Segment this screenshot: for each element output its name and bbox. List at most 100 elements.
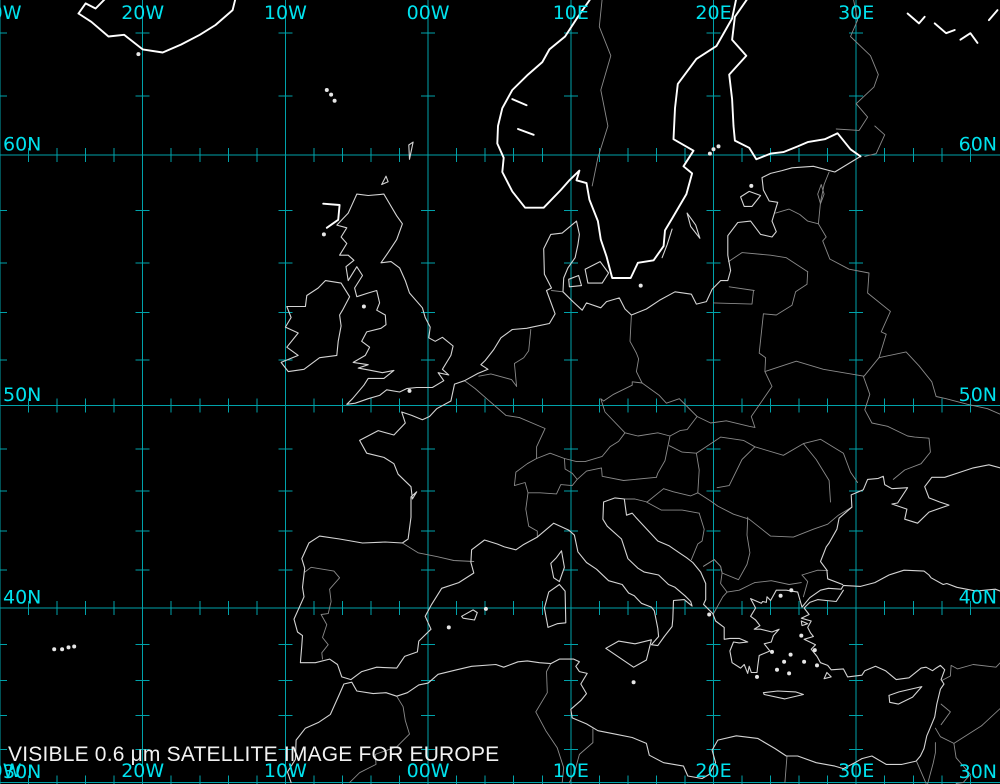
island-dot bbox=[66, 645, 71, 650]
country-border bbox=[551, 290, 564, 293]
country-border bbox=[802, 443, 831, 503]
country-border bbox=[784, 755, 788, 784]
country-border bbox=[600, 381, 698, 437]
country-border bbox=[764, 357, 880, 377]
country-border bbox=[953, 742, 971, 784]
country-border bbox=[820, 438, 859, 483]
country-border bbox=[716, 446, 756, 489]
lat-label-left-40N: 40N bbox=[3, 587, 41, 609]
island-dot bbox=[638, 283, 643, 288]
island-dot bbox=[332, 98, 337, 103]
island-dot bbox=[707, 612, 712, 617]
country-border bbox=[703, 559, 728, 615]
country-border bbox=[916, 761, 927, 784]
coastline-bright bbox=[987, 9, 999, 22]
coastline bbox=[286, 607, 946, 784]
country-border bbox=[835, 0, 879, 131]
country-border bbox=[576, 467, 657, 481]
lon-label-top-20E: 20E bbox=[695, 2, 731, 24]
coastline bbox=[803, 589, 844, 609]
country-border bbox=[663, 488, 699, 497]
country-border bbox=[696, 416, 756, 428]
country-border bbox=[525, 492, 538, 538]
coastline-bright bbox=[322, 202, 341, 229]
island-dot bbox=[483, 606, 488, 611]
country-border bbox=[591, 0, 612, 187]
country-border bbox=[568, 728, 594, 784]
country-border bbox=[981, 708, 1000, 727]
country-border bbox=[934, 725, 983, 744]
island-dot bbox=[324, 88, 329, 92]
island-dot bbox=[716, 144, 721, 149]
coastline bbox=[280, 280, 351, 373]
coastline bbox=[550, 550, 565, 583]
lon-label-bottom-30E: 30E bbox=[838, 760, 874, 782]
country-border bbox=[690, 512, 705, 561]
country-border bbox=[817, 171, 830, 225]
lon-label-bottom-10W: 10W bbox=[264, 760, 307, 782]
country-border bbox=[645, 501, 700, 514]
graticule-ticks bbox=[0, 32, 971, 784]
country-border bbox=[513, 329, 532, 387]
island-dot bbox=[782, 659, 787, 664]
coastline-bright bbox=[933, 22, 956, 35]
coastline-bright bbox=[517, 128, 535, 136]
country-border bbox=[728, 252, 809, 273]
island-dot bbox=[789, 588, 794, 593]
island-dot bbox=[787, 671, 792, 676]
island-dot bbox=[755, 674, 759, 679]
island-dot bbox=[60, 647, 65, 652]
island-dot bbox=[707, 151, 712, 156]
coastline-bright bbox=[906, 12, 926, 25]
island-dot bbox=[778, 593, 783, 598]
island-dot bbox=[770, 649, 774, 654]
lon-label-top-00W: 00W bbox=[407, 2, 450, 24]
coastline bbox=[605, 639, 652, 668]
island-dot bbox=[321, 232, 326, 237]
coastline-bright bbox=[496, 0, 737, 279]
country-border bbox=[941, 662, 1000, 681]
country-border bbox=[726, 582, 756, 593]
coastline bbox=[381, 175, 389, 186]
island-dot bbox=[812, 648, 817, 653]
island-dot bbox=[407, 388, 412, 393]
country-border bbox=[817, 184, 825, 205]
lat-label-left-50N: 50N bbox=[3, 384, 41, 406]
lat-label-right-60N: 60N bbox=[959, 134, 997, 156]
coastline bbox=[584, 261, 610, 284]
country-border bbox=[518, 417, 546, 459]
coastline bbox=[543, 583, 567, 628]
coastline bbox=[336, 193, 454, 405]
island-dot bbox=[788, 652, 793, 657]
lon-label-bottom-10E: 10E bbox=[553, 760, 589, 782]
lon-label-bottom-20W: 20W bbox=[121, 760, 164, 782]
country-border bbox=[750, 313, 773, 428]
coastline-bright bbox=[511, 98, 528, 107]
island-dot bbox=[72, 644, 77, 649]
island-dot bbox=[631, 680, 636, 685]
coastline bbox=[461, 609, 478, 621]
coastline-bright bbox=[959, 32, 979, 44]
country-border bbox=[401, 542, 475, 562]
lon-label-top-10E: 10E bbox=[553, 2, 589, 24]
island-dot bbox=[775, 667, 779, 672]
country-border bbox=[668, 445, 853, 538]
coastline bbox=[293, 155, 1000, 681]
country-border bbox=[535, 663, 565, 784]
country-border bbox=[864, 125, 886, 157]
country-border bbox=[762, 271, 809, 316]
lon-label-bottom-30W: 30W bbox=[0, 760, 22, 782]
coastline bbox=[408, 141, 414, 160]
country-border bbox=[513, 452, 578, 495]
country-border bbox=[713, 290, 754, 305]
country-border bbox=[464, 380, 520, 419]
country-border bbox=[862, 375, 931, 480]
island-dot bbox=[799, 633, 804, 638]
island-dot bbox=[136, 52, 141, 57]
lon-label-top-30W: 30W bbox=[0, 2, 22, 24]
caption-block: VISIBLE 0.6 μm SATELLITE IMAGE FOR EUROP… bbox=[8, 692, 499, 784]
coastline bbox=[762, 690, 804, 700]
